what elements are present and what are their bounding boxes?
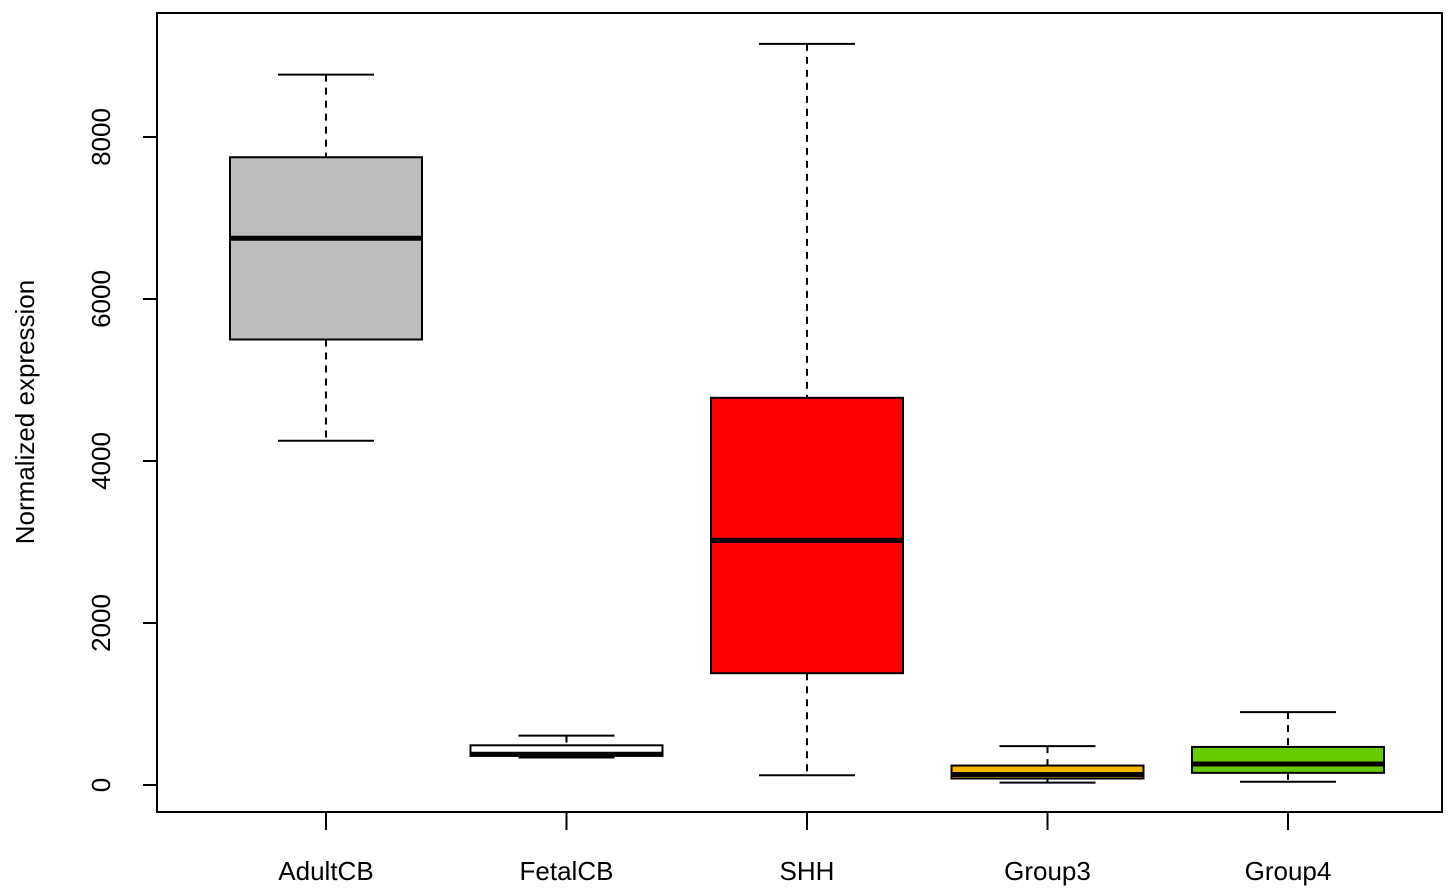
y-tick-label: 8000 (86, 108, 116, 166)
iqr-box (229, 156, 423, 341)
y-axis-title: Normalized expression (10, 280, 40, 544)
x-tick-label: SHH (780, 856, 835, 886)
x-tick-label: Group4 (1245, 856, 1332, 886)
y-tick-label: 6000 (86, 270, 116, 328)
box-adultcb (229, 73, 423, 442)
box-group4 (1191, 711, 1385, 783)
x-tick-label: AdultCB (278, 856, 373, 886)
boxes-layer (229, 42, 1385, 784)
y-tick-label: 4000 (86, 432, 116, 490)
y-tick-label: 0 (86, 778, 116, 792)
x-tick-label: FetalCB (520, 856, 614, 886)
box-fetalcb (469, 734, 664, 759)
iqr-box (710, 396, 904, 675)
box-shh (710, 42, 904, 777)
x-tick-label: Group3 (1004, 856, 1091, 886)
iqr-box (1191, 745, 1385, 774)
y-axis: 0 2000 4000 6000 8000 (86, 108, 158, 792)
box-group3 (950, 745, 1145, 784)
y-tick-label: 2000 (86, 594, 116, 652)
x-axis: AdultCB FetalCB SHH Group3 Group4 (278, 811, 1332, 886)
